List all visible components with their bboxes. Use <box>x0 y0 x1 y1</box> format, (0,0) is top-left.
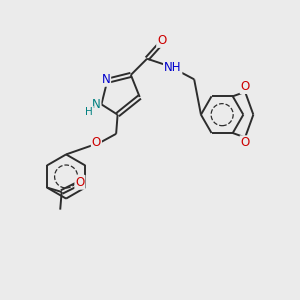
Text: O: O <box>241 80 250 93</box>
Text: O: O <box>75 176 85 189</box>
Text: N: N <box>101 73 110 86</box>
Text: O: O <box>92 136 101 149</box>
Text: N: N <box>92 98 100 111</box>
Text: O: O <box>241 136 250 149</box>
Text: O: O <box>157 34 167 47</box>
Text: NH: NH <box>164 61 182 74</box>
Text: H: H <box>85 107 93 117</box>
